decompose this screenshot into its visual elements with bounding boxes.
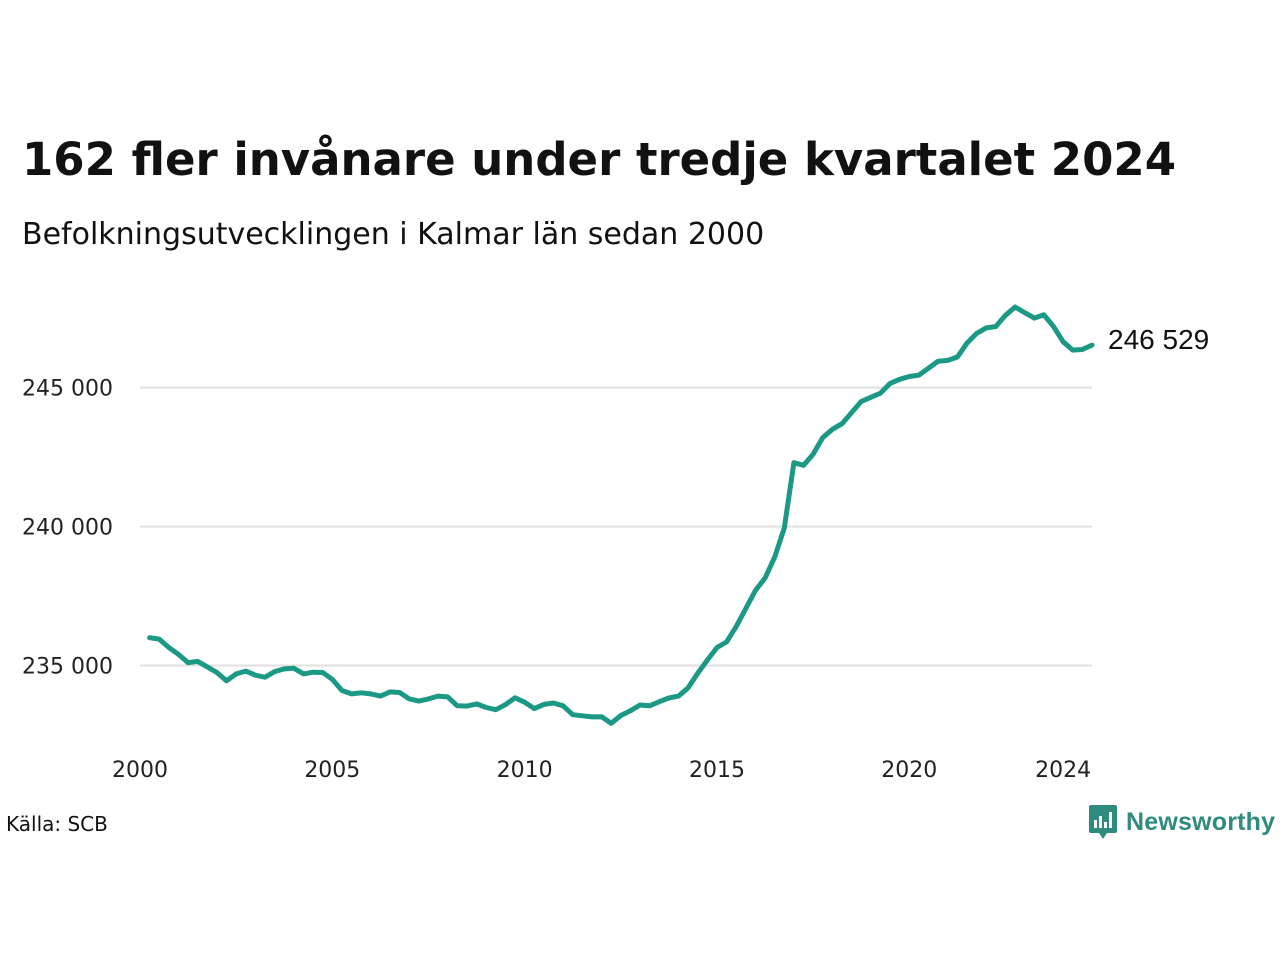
x-tick-label: 2024: [1035, 758, 1091, 783]
series-group: [147, 304, 1095, 726]
gridlines: [140, 386, 1092, 667]
y-axis-tick-labels: 235 000 240 000 245 000: [22, 377, 113, 680]
y-tick-label: 235 000: [22, 655, 113, 680]
y-tick-label: 240 000: [22, 516, 113, 541]
brand-logo[interactable]: Newsworthy: [1088, 802, 1275, 842]
x-tick-label: 2010: [497, 758, 553, 783]
x-tick-label: 2000: [112, 758, 168, 783]
x-tick-label: 2005: [304, 758, 360, 783]
chart-subtitle: Befolkningsutvecklingen i Kalmar län sed…: [22, 217, 765, 252]
newsworthy-logo-icon: [1089, 805, 1117, 839]
end-value-label: 246 529: [1108, 324, 1209, 355]
x-tick-label: 2015: [689, 758, 745, 783]
source-note: Källa: SCB: [6, 812, 108, 836]
y-tick-label: 245 000: [22, 377, 113, 402]
x-tick-label: 2020: [881, 758, 937, 783]
chart-title: 162 fler invånare under tredje kvartalet…: [22, 133, 1177, 186]
x-axis-tick-labels: 2000 2005 2010 2015 2020 2024: [112, 758, 1091, 783]
series-line: [147, 304, 1095, 726]
brand-name: Newsworthy: [1126, 807, 1276, 836]
